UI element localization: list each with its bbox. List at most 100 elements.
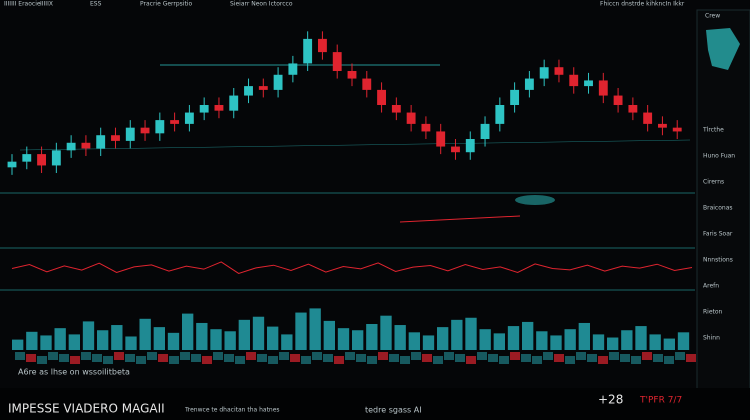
volume-bar: [281, 334, 293, 350]
volume-bar: [663, 338, 675, 350]
strip-block: [92, 354, 102, 362]
strip-block: [576, 352, 586, 360]
candle-body: [362, 78, 372, 90]
volume-bar: [479, 329, 491, 350]
candle-body: [347, 71, 357, 79]
candle-body: [7, 161, 17, 168]
volume-bar: [295, 312, 307, 350]
sidebar-row: Huno Fuan: [703, 153, 735, 160]
candle-body: [140, 127, 150, 134]
volume-bar: [97, 330, 109, 350]
header-tab: ESS: [90, 1, 102, 8]
header-tab: IIIIIX: [40, 1, 53, 8]
strip-block: [103, 356, 113, 364]
volume-bar: [167, 332, 180, 350]
strip-block: [455, 354, 465, 362]
strip-block: [290, 354, 300, 362]
volume-bar: [153, 327, 165, 350]
volume-bar: [125, 336, 137, 350]
candle-body: [658, 123, 667, 128]
strip-block: [444, 352, 454, 360]
strip-block: [488, 354, 498, 362]
strip-block: [598, 356, 608, 364]
strip-block: [499, 356, 509, 364]
strip-block: [147, 352, 157, 360]
strip-block: [411, 352, 421, 360]
strip-block: [400, 356, 410, 364]
strip-block: [653, 354, 663, 362]
strip-block: [312, 352, 322, 360]
strip-block: [334, 356, 344, 364]
strip-block: [477, 352, 487, 360]
strip-block: [213, 352, 223, 360]
volume-bar: [238, 319, 250, 350]
caption: A6re as lhse on wssoiIitbeta: [18, 368, 130, 377]
volume-bar: [68, 334, 80, 350]
candle-body: [421, 123, 431, 132]
strip-block: [202, 356, 212, 364]
volume-bar: [26, 331, 38, 350]
volume-bar: [592, 334, 605, 350]
candle-body: [672, 127, 682, 132]
strip-block: [532, 356, 542, 364]
volume-bar: [578, 322, 590, 350]
candle-body: [125, 127, 135, 141]
volume-bar: [252, 316, 265, 350]
volume-bar: [493, 333, 505, 350]
strip-block: [257, 354, 267, 362]
candle-body: [406, 112, 416, 124]
volume-bar: [451, 319, 463, 350]
strip-block: [235, 356, 245, 364]
sidebar-row: Shinn: [703, 335, 720, 342]
block-strip: [15, 352, 696, 364]
candle-body: [510, 89, 520, 105]
strip-block: [125, 354, 135, 362]
volume-bar: [649, 334, 661, 350]
candle-body: [391, 105, 401, 113]
candle-body: [51, 150, 61, 166]
volume-bar: [607, 337, 619, 350]
volume-bar: [352, 330, 364, 350]
volume-bar: [267, 326, 279, 350]
strip-block: [268, 356, 278, 364]
volume-bar: [323, 320, 335, 350]
volume-bar: [522, 321, 534, 350]
strip-block: [378, 352, 388, 360]
strip-block: [114, 352, 124, 360]
candle-body: [288, 63, 298, 75]
strip-block: [510, 352, 520, 360]
volume-bar: [465, 317, 477, 350]
strip-block: [521, 354, 531, 362]
strip-block: [191, 354, 201, 362]
candle-body: [81, 142, 91, 149]
candle-body: [377, 89, 386, 105]
volume-bar: [536, 331, 548, 350]
header-tab: Sieiarr Neon Ictorcco: [230, 1, 293, 8]
candle-body: [451, 146, 460, 153]
volume-bar: [366, 324, 378, 350]
sidebar-row: Arefn: [703, 283, 719, 290]
sidebar-row: Tlrcthe: [702, 127, 724, 134]
candle-body: [539, 67, 549, 79]
change: +28: [598, 393, 623, 407]
footer-bar: [0, 388, 750, 420]
header-left: IIIIIII Eraocie: [4, 1, 41, 8]
candle-body: [584, 80, 593, 87]
strip-block: [81, 352, 91, 360]
candle-body: [155, 120, 165, 134]
volume-bar: [380, 315, 392, 350]
marker-line: [399, 215, 521, 223]
strip-block: [37, 356, 47, 364]
candle-body: [199, 105, 209, 113]
strip-block: [356, 354, 366, 362]
candle-body: [258, 86, 268, 90]
candle-body: [465, 139, 475, 153]
volume-bar: [139, 318, 151, 350]
volume-bar: [54, 328, 66, 350]
candle-body: [628, 105, 638, 113]
oscillator-line: [11, 261, 693, 274]
sidebar-row: Braiconas: [703, 205, 733, 212]
candle-body: [303, 38, 313, 64]
strip-block: [15, 352, 25, 360]
volume-bar: [564, 329, 576, 350]
